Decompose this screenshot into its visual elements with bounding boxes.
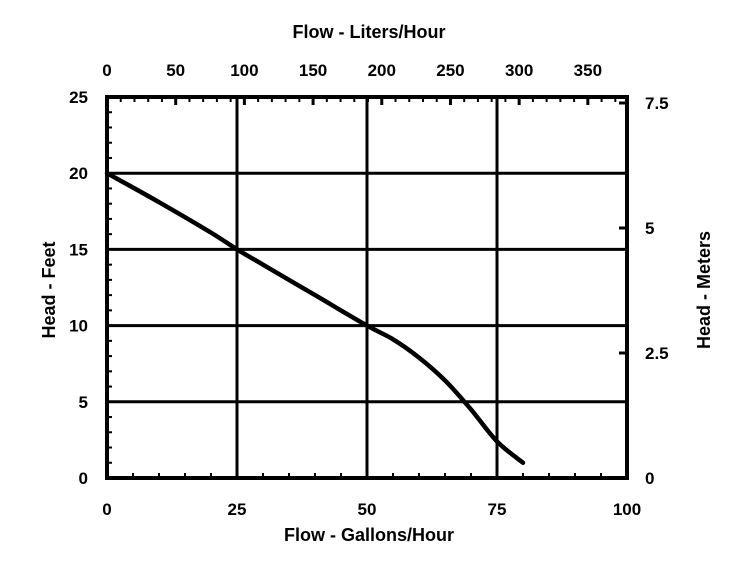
x-bottom-tick-label: 75 (488, 500, 507, 519)
y-left-axis-title: Head - Feet (39, 241, 59, 338)
x-top-tick-label: 250 (436, 61, 464, 80)
x-top-tick-label: 150 (299, 61, 327, 80)
x-top-tick-label: 300 (505, 61, 533, 80)
y-right-tick-label: 0 (645, 469, 654, 488)
x-bottom-tick-label: 100 (613, 500, 641, 519)
y-left-tick-label: 10 (69, 317, 88, 336)
x-bottom-axis-title: Flow - Gallons/Hour (284, 525, 454, 545)
y-right-tick-label: 2.5 (645, 344, 669, 363)
y-right-axis-title: Head - Meters (694, 231, 714, 349)
y-left-tick-label: 0 (79, 469, 88, 488)
y-left-tick-label: 5 (79, 393, 88, 412)
x-top-tick-label: 0 (102, 61, 111, 80)
x-top-tick-label: 100 (230, 61, 258, 80)
x-top-tick-label: 350 (574, 61, 602, 80)
x-top-tick-label: 200 (368, 61, 396, 80)
x-bottom-tick-label: 50 (358, 500, 377, 519)
head-flow-curve (104, 170, 526, 466)
x-top-tick-label: 50 (166, 61, 185, 80)
y-left-tick-label: 25 (69, 88, 88, 107)
y-left-tick-label: 20 (69, 164, 88, 183)
y-left-tick-label: 15 (69, 240, 88, 259)
plot-frame (105, 95, 629, 480)
y-right-tick-label: 5 (645, 219, 654, 238)
x-bottom-tick-label: 0 (102, 500, 111, 519)
grid-lines (107, 97, 627, 478)
x-bottom-tick-label: 25 (228, 500, 247, 519)
y-right-tick-label: 7.5 (645, 94, 669, 113)
x-top-axis-title: Flow - Liters/Hour (293, 22, 446, 42)
